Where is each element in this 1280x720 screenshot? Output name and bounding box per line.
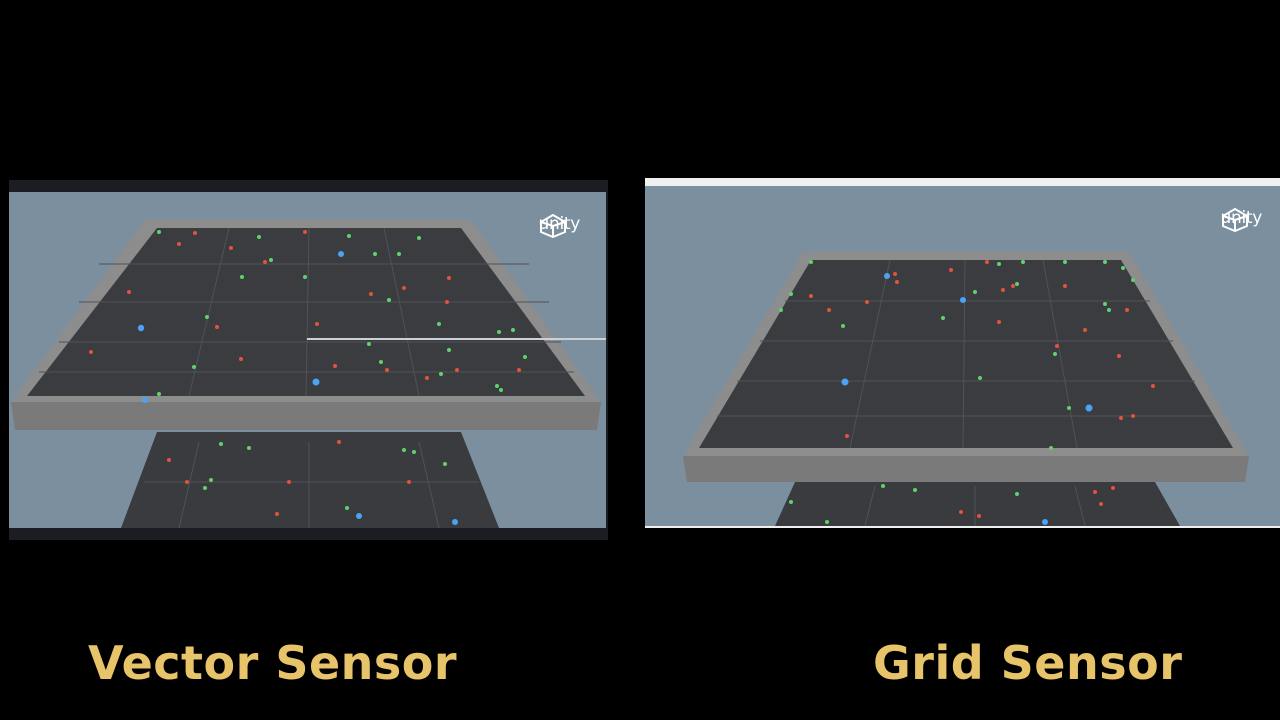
food-pellets — [779, 260, 1155, 524]
floor-grid — [717, 259, 1213, 526]
agents — [841, 273, 1093, 525]
unity-cube-icon — [1221, 208, 1248, 232]
lower-arena-floor — [775, 482, 1180, 526]
unity-logo: unity — [1221, 208, 1262, 232]
unity-scene-right: unity — [645, 186, 1280, 526]
vector-sensor-caption: Vector Sensor — [88, 636, 458, 690]
arena-wall-front — [683, 456, 1249, 482]
lower-arena-floor — [121, 432, 499, 528]
floor-grid — [39, 227, 574, 528]
arena-left — [11, 220, 606, 528]
unity-scene-left: unity — [9, 192, 606, 528]
grid-sensor-view: unity — [645, 178, 1280, 528]
agents — [137, 251, 458, 525]
arena-wall-front — [11, 402, 601, 430]
unity-logo: unity — [539, 214, 580, 238]
arena-right — [683, 252, 1249, 526]
grid-sensor-caption: Grid Sensor — [873, 636, 1183, 690]
vector-sensor-view: unity — [9, 180, 608, 540]
arena-floor — [27, 228, 585, 396]
arena-floor — [699, 260, 1233, 448]
unity-cube-icon — [539, 214, 566, 238]
food-pellets — [89, 230, 527, 516]
